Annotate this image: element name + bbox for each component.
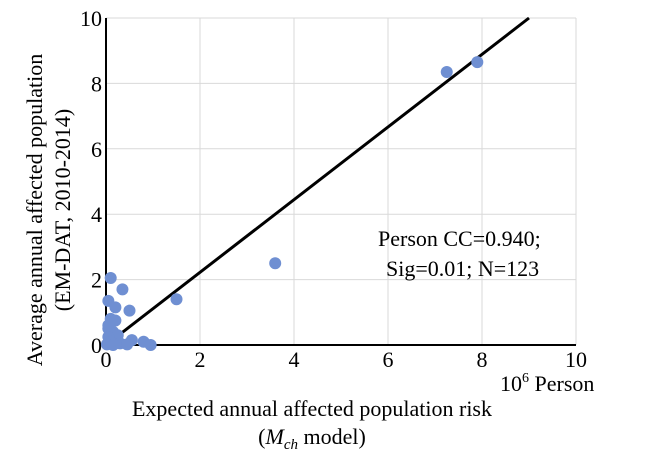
data-point xyxy=(170,293,183,306)
x-unit-exponent: 6 xyxy=(522,371,529,386)
y-axis-title-line-2: (EM-DAT, 2010-2014) xyxy=(50,109,75,311)
x-unit-base: 10 xyxy=(500,371,522,396)
x-tick-label: 10 xyxy=(565,347,587,372)
data-point xyxy=(440,65,453,78)
annotation-line-1: Person CC=0.940; xyxy=(378,226,541,251)
tick-labels: 0 2 4 6 8 10 0 2 4 6 8 10 xyxy=(80,6,587,372)
x-unit-label: 106 Person xyxy=(500,371,594,396)
fit-line xyxy=(105,16,530,347)
data-point xyxy=(121,338,134,351)
x-axis-title-line-1: Expected annual affected population risk xyxy=(132,396,492,421)
x-tick-label: 2 xyxy=(195,347,206,372)
y-tick-label: 8 xyxy=(91,71,102,96)
y-tick-label: 2 xyxy=(91,268,102,293)
data-point xyxy=(116,283,129,296)
x-axis-title-line-2: (Mch model) xyxy=(258,424,366,451)
data-point xyxy=(104,271,117,284)
y-tick-label: 0 xyxy=(91,333,102,358)
annotation-line-2: Sig=0.01; N=123 xyxy=(386,256,539,281)
x-tick-label: 8 xyxy=(477,347,488,372)
x-unit-word: Person xyxy=(529,371,594,396)
x-tick-label: 6 xyxy=(383,347,394,372)
y-axis-title-line-1: Average annual affected population xyxy=(22,54,47,367)
y-axis-title: Average annual affected population (EM-D… xyxy=(22,54,75,367)
x-tick-label: 4 xyxy=(289,347,300,372)
data-points xyxy=(100,56,484,351)
data-point xyxy=(471,56,484,69)
y-tick-label: 4 xyxy=(91,202,102,227)
data-point xyxy=(123,304,136,317)
data-point xyxy=(269,257,282,270)
data-point xyxy=(144,339,157,351)
y-tick-label: 10 xyxy=(80,6,102,31)
y-tick-label: 6 xyxy=(91,137,102,162)
x-tick-label: 0 xyxy=(101,347,112,372)
data-point xyxy=(102,319,115,332)
data-point xyxy=(109,301,122,314)
data-point xyxy=(107,339,120,351)
